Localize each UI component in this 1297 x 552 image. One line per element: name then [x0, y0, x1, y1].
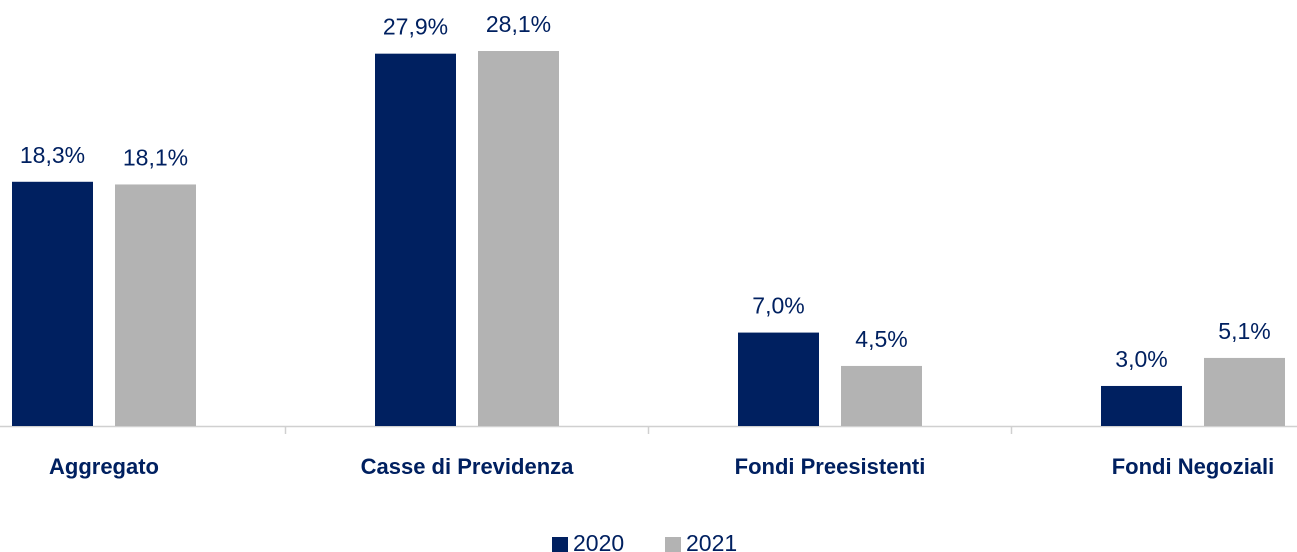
bar: [115, 184, 196, 426]
value-label: 3,0%: [1115, 346, 1167, 372]
bar: [12, 181, 93, 426]
value-label: 18,1%: [123, 145, 188, 171]
x-tick-label: Casse di Previdenza: [361, 454, 575, 479]
bar: [375, 53, 456, 427]
bar: [1204, 357, 1285, 426]
x-tick-label: Fondi Negoziali: [1112, 454, 1275, 479]
legend-label: 2020: [573, 530, 624, 552]
value-label: 28,1%: [486, 11, 551, 37]
legend-swatch: [552, 537, 568, 552]
bar: [841, 365, 922, 426]
bar: [478, 51, 559, 426]
x-tick-label: Fondi Preesistenti: [735, 454, 926, 479]
legend-label: 2021: [686, 530, 737, 552]
value-label: 4,5%: [855, 326, 907, 352]
x-tick-label: Aggregato: [49, 454, 159, 479]
bar: [1101, 385, 1182, 426]
value-label: 7,0%: [752, 293, 804, 319]
bar: [738, 332, 819, 426]
value-label: 5,1%: [1218, 318, 1270, 344]
value-label: 27,9%: [383, 14, 448, 40]
value-label: 18,3%: [20, 142, 85, 168]
legend-swatch: [665, 537, 681, 552]
